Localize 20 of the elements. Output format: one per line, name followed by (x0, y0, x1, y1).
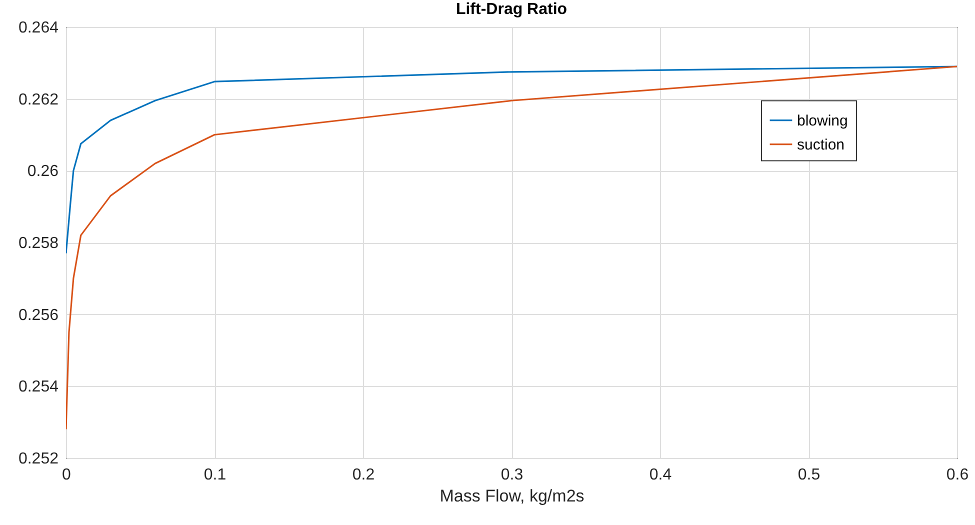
line-series (66, 66, 957, 254)
legend-label: suction (796, 136, 845, 154)
x-tick-label: 0.5 (798, 466, 820, 484)
legend-label: blowing (796, 112, 848, 130)
x-axis-title: Mass Flow, kg/m2s (440, 486, 584, 506)
y-tick-label: 0.252 (18, 450, 59, 468)
y-tick-label: 0.264 (18, 20, 59, 36)
line-series (66, 66, 957, 430)
x-tick-label: 0.6 (946, 466, 969, 484)
y-tick-label: 0.254 (18, 378, 59, 396)
x-tick-label: 0.2 (352, 466, 375, 484)
y-tick-label: 0.258 (18, 235, 59, 252)
y-tick-label: 0.262 (18, 91, 59, 108)
x-tick-label: 0.3 (500, 466, 524, 484)
x-tick-label: 0.4 (649, 466, 672, 484)
y-tick-label: 0.26 (27, 163, 59, 180)
y-tick-label: 0.256 (18, 306, 59, 324)
chart-title: Lift-Drag Ratio (456, 1, 568, 18)
x-tick-label: 0 (62, 466, 72, 484)
x-tick-label: 0.1 (204, 466, 226, 484)
